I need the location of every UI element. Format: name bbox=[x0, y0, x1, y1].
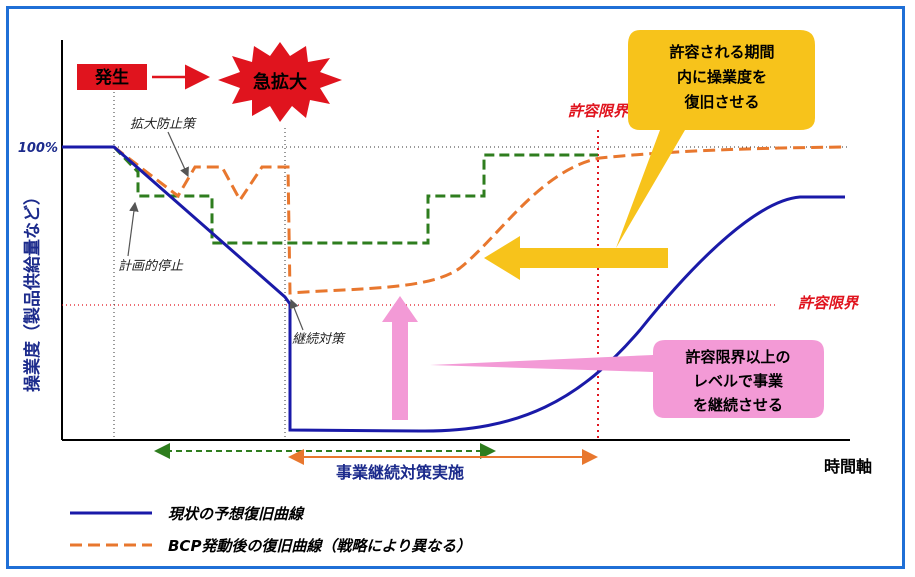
yellow-callout-line-3: 復旧させる bbox=[683, 93, 759, 111]
legend-bcp-label: BCP発動後の復旧曲線（戦略により異なる） bbox=[168, 537, 471, 555]
current-recovery-curve bbox=[62, 145, 845, 433]
occurrence-box bbox=[77, 64, 147, 90]
pink-callout-line-2: レベルで事業 bbox=[693, 372, 784, 390]
spread-prevention-pointer bbox=[167, 131, 189, 178]
continuity-measures-label: 継続対策 bbox=[292, 332, 346, 347]
tolerance-time-label: 許容限界 bbox=[568, 102, 630, 120]
continuity-pointer bbox=[289, 298, 304, 331]
pink-callout-line-1: 許容限界以上の bbox=[685, 348, 790, 366]
pink-up-arrow bbox=[382, 296, 418, 420]
planned-stop-pointer bbox=[127, 201, 139, 257]
legend-current-label: 現状の予想復旧曲線 bbox=[168, 505, 305, 523]
bcp-recovery-curve bbox=[113, 145, 846, 295]
occurrence-label: 発生 bbox=[94, 67, 129, 88]
spread-prevention-label: 拡大防止策 bbox=[130, 117, 197, 132]
bcm-implementation-label: 事業継続対策実施 bbox=[336, 463, 464, 482]
rapid-expansion-burst bbox=[218, 42, 342, 122]
rapid-expansion-label: 急拡大 bbox=[253, 71, 307, 93]
x-axis-label: 時間軸 bbox=[824, 457, 872, 476]
green-step-curve bbox=[112, 145, 598, 245]
tolerance-level-label-text: 許容限界 bbox=[798, 294, 860, 312]
yellow-callout bbox=[616, 30, 815, 248]
y-axis-label: 操業度（製品供給量など） bbox=[22, 188, 43, 392]
planned-stop-label: 計画的停止 bbox=[118, 259, 184, 274]
yellow-callout-line-2: 内に操業度を bbox=[677, 68, 767, 86]
pink-callout-line-3: を継続させる bbox=[693, 396, 783, 414]
yellow-left-arrow bbox=[484, 236, 668, 280]
pink-callout bbox=[430, 340, 824, 418]
hundred-percent-label: 100% bbox=[18, 141, 58, 156]
yellow-callout-line-1: 許容される期間 bbox=[669, 43, 774, 61]
